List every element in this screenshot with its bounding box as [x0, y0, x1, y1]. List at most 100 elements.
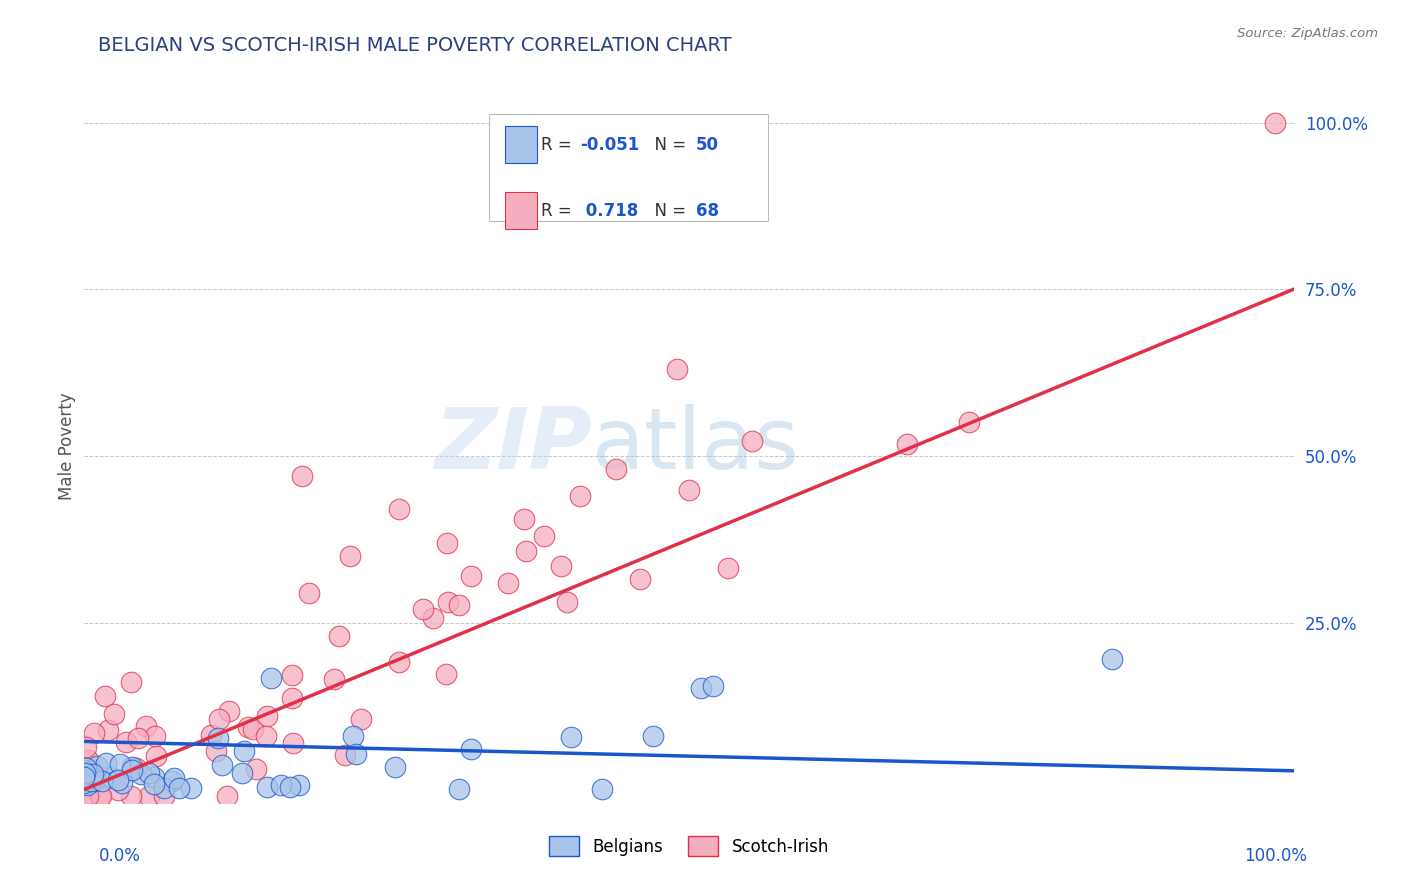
Point — [591, 781, 613, 796]
Point — [83, 726, 105, 740]
Point — [569, 489, 592, 503]
Point — [460, 742, 482, 756]
Point — [281, 690, 304, 705]
Point — [83, 772, 105, 786]
Point — [153, 789, 176, 804]
Text: N =: N = — [644, 136, 692, 153]
Point — [328, 629, 350, 643]
Point — [73, 766, 96, 780]
Point — [281, 736, 304, 750]
Point — [281, 668, 304, 682]
Point — [160, 774, 183, 789]
Text: 0.0%: 0.0% — [98, 847, 141, 865]
Point — [120, 675, 142, 690]
Point — [291, 469, 314, 483]
Point — [84, 767, 107, 781]
Point — [97, 723, 120, 738]
Point — [335, 748, 357, 763]
Text: atlas: atlas — [592, 404, 800, 488]
Point — [323, 673, 346, 687]
Point — [82, 767, 104, 781]
Point — [231, 765, 253, 780]
Legend: Belgians, Scotch-Irish: Belgians, Scotch-Irish — [543, 830, 835, 863]
Point — [205, 744, 228, 758]
Point — [145, 749, 167, 764]
Point — [245, 762, 267, 776]
Point — [73, 770, 96, 784]
Point — [717, 561, 740, 575]
Point — [77, 753, 100, 767]
Point — [73, 789, 96, 804]
Point — [103, 706, 125, 721]
Text: N =: N = — [644, 202, 692, 219]
Point — [515, 544, 537, 558]
Point — [339, 549, 361, 563]
Point — [560, 730, 582, 744]
Text: 0.718: 0.718 — [581, 202, 638, 219]
Point — [94, 689, 117, 703]
Text: BELGIAN VS SCOTCH-IRISH MALE POVERTY CORRELATION CHART: BELGIAN VS SCOTCH-IRISH MALE POVERTY COR… — [98, 36, 733, 54]
Point — [533, 529, 555, 543]
Point — [422, 611, 444, 625]
Point — [124, 761, 146, 775]
Point — [115, 735, 138, 749]
Point — [238, 720, 260, 734]
Point — [449, 598, 471, 612]
Point — [135, 719, 157, 733]
Point — [218, 704, 240, 718]
Point — [270, 778, 292, 792]
Point — [298, 586, 321, 600]
Point — [129, 767, 152, 781]
Point — [208, 712, 231, 726]
Point — [957, 415, 980, 429]
Point — [412, 602, 434, 616]
Point — [344, 747, 367, 761]
Point — [167, 781, 190, 796]
Point — [447, 781, 470, 796]
Point — [83, 774, 105, 789]
Point — [342, 729, 364, 743]
Point — [107, 773, 129, 788]
Point — [384, 759, 406, 773]
Point — [180, 781, 202, 796]
Point — [121, 763, 143, 777]
Point — [254, 729, 277, 743]
Point — [121, 760, 143, 774]
Point — [75, 739, 97, 754]
Point — [77, 789, 100, 803]
Point — [350, 712, 373, 726]
Point — [211, 757, 233, 772]
Point — [200, 728, 222, 742]
Point — [76, 778, 98, 792]
Y-axis label: Male Poverty: Male Poverty — [58, 392, 76, 500]
Point — [153, 780, 176, 795]
Point — [896, 437, 918, 451]
Point — [689, 681, 711, 695]
Point — [641, 729, 664, 743]
Point — [138, 789, 160, 804]
Point — [702, 679, 724, 693]
Point — [550, 559, 572, 574]
Point — [75, 761, 97, 775]
Text: R =: R = — [541, 202, 578, 219]
Point — [555, 595, 578, 609]
Point — [215, 789, 238, 804]
Point — [107, 782, 129, 797]
Point — [278, 780, 301, 794]
Point — [242, 722, 264, 736]
Point — [73, 776, 96, 790]
Point — [388, 656, 411, 670]
Point — [80, 774, 103, 789]
Text: 100.0%: 100.0% — [1244, 847, 1308, 865]
Point — [163, 771, 186, 785]
FancyBboxPatch shape — [505, 127, 537, 163]
Point — [233, 744, 256, 758]
Point — [120, 789, 142, 804]
Point — [1101, 652, 1123, 666]
Point — [513, 511, 536, 525]
Point — [111, 776, 134, 790]
Point — [143, 777, 166, 791]
Point — [256, 780, 278, 794]
Point — [73, 763, 96, 777]
Point — [90, 789, 112, 804]
